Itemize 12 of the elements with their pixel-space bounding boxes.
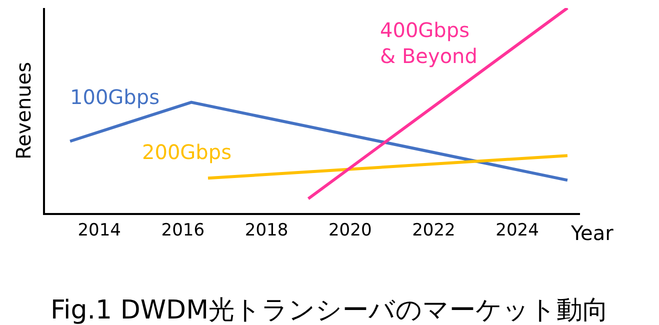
- x-tick-label: 2020: [328, 220, 372, 240]
- x-tick-label: 2018: [244, 220, 288, 240]
- text: Fig.1 DWDM光トランシーバのマーケット動向: [50, 296, 609, 325]
- series-label: 100Gbps: [70, 85, 160, 109]
- series-label: 200Gbps: [142, 140, 232, 164]
- x-tick-label: 2024: [496, 220, 539, 240]
- x-tick-label: 2022: [412, 220, 456, 240]
- series-label: 400Gbps & Beyond: [380, 18, 478, 68]
- x-axis-title: Year: [570, 221, 614, 245]
- x-tick-label: 2016: [161, 220, 205, 240]
- y-axis-title: Revenues: [12, 62, 36, 160]
- x-tick-label: 2014: [78, 220, 121, 240]
